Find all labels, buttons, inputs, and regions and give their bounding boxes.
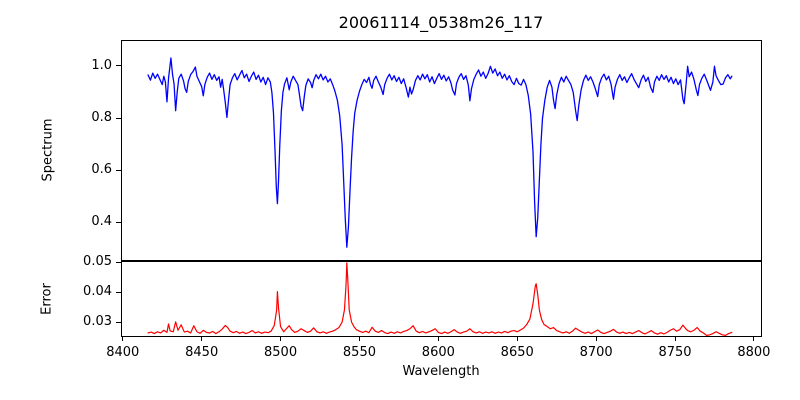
x-tick-label: 8650: [500, 345, 534, 360]
x-tick-mark: [201, 337, 203, 341]
y-tick-mark: [116, 261, 121, 263]
y-tick-label: 0.04: [83, 284, 112, 300]
y-tick-mark: [116, 65, 121, 67]
x-axis-label: Wavelength: [402, 364, 480, 379]
y-tick-mark: [116, 117, 121, 119]
x-tick-label: 8400: [106, 345, 140, 360]
y-tick-label: 0.6: [91, 162, 112, 178]
y-tick-mark: [116, 321, 121, 323]
y-tick-label: 0.03: [83, 314, 112, 330]
x-tick-mark: [516, 337, 518, 341]
x-tick-mark: [280, 337, 282, 341]
x-tick-label: 8500: [264, 345, 298, 360]
y-tick-mark: [116, 221, 121, 223]
y-tick-label: 0.4: [91, 214, 112, 230]
x-tick-label: 8750: [658, 345, 692, 360]
x-tick-mark: [595, 337, 597, 341]
error-line: [147, 262, 733, 336]
spectrum-axis-label: Spectrum: [40, 118, 56, 182]
chart-title: 20061114_0538m26_117: [338, 13, 544, 32]
x-tick-label: 8450: [185, 345, 219, 360]
x-tick-mark: [674, 337, 676, 341]
spectrum-line: [147, 57, 733, 248]
error-panel: [121, 261, 762, 337]
x-tick-label: 8550: [342, 345, 376, 360]
y-tick-label: 0.8: [91, 110, 112, 125]
x-tick-mark: [358, 337, 360, 341]
y-tick-label: 1.0: [91, 57, 112, 73]
spectrum-plot: [147, 57, 733, 248]
x-tick-mark: [753, 337, 755, 341]
y-tick-mark: [116, 291, 121, 293]
x-tick-label: 8700: [579, 345, 613, 360]
spectrum-panel: [121, 40, 762, 261]
error-axis-label: Error: [39, 283, 55, 315]
y-tick-label: 0.05: [83, 254, 112, 269]
y-tick-mark: [116, 169, 121, 171]
x-tick-label: 8600: [421, 345, 455, 360]
x-tick-mark: [437, 337, 439, 341]
x-tick-mark: [122, 337, 124, 341]
x-tick-label: 8800: [737, 345, 771, 360]
error-plot: [147, 262, 733, 336]
